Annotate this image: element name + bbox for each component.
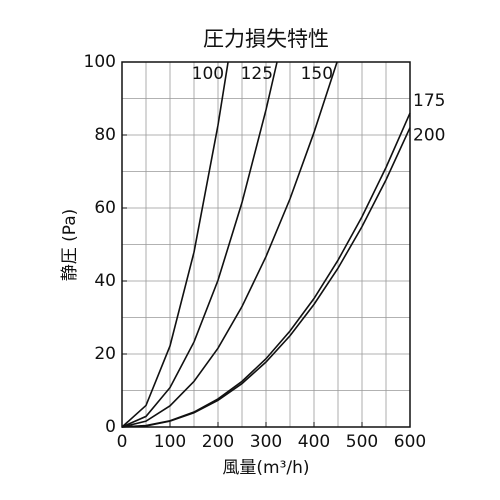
y-tick-label: 60 <box>94 198 116 218</box>
x-tick-label: 400 <box>298 432 330 452</box>
series-label: 125 <box>241 64 273 84</box>
curve <box>121 61 278 428</box>
x-tick-label: 100 <box>154 432 186 452</box>
curve <box>121 61 338 428</box>
chart-title: 圧力損失特性 <box>203 27 329 51</box>
curve <box>121 127 411 428</box>
series-label: 200 <box>413 126 445 146</box>
x-tick-label: 600 <box>394 432 426 452</box>
y-tick-label: 20 <box>94 344 116 364</box>
x-tick-label: 200 <box>202 432 234 452</box>
series-label: 100 <box>192 64 224 84</box>
x-axis-label: 風量(m³/h) <box>222 458 309 478</box>
x-tick-label: 300 <box>250 432 282 452</box>
y-tick-label: 80 <box>94 125 116 145</box>
curve <box>121 61 229 428</box>
series-label: 175 <box>413 91 445 111</box>
x-tick-label: 0 <box>117 432 128 452</box>
x-tick-label: 500 <box>346 432 378 452</box>
y-tick-label: 0 <box>105 417 116 437</box>
y-axis-label: 静圧 (Pa) <box>60 209 80 282</box>
series-label: 150 <box>301 64 333 84</box>
y-tick-label: 40 <box>94 271 116 291</box>
y-tick-label: 100 <box>84 52 116 72</box>
